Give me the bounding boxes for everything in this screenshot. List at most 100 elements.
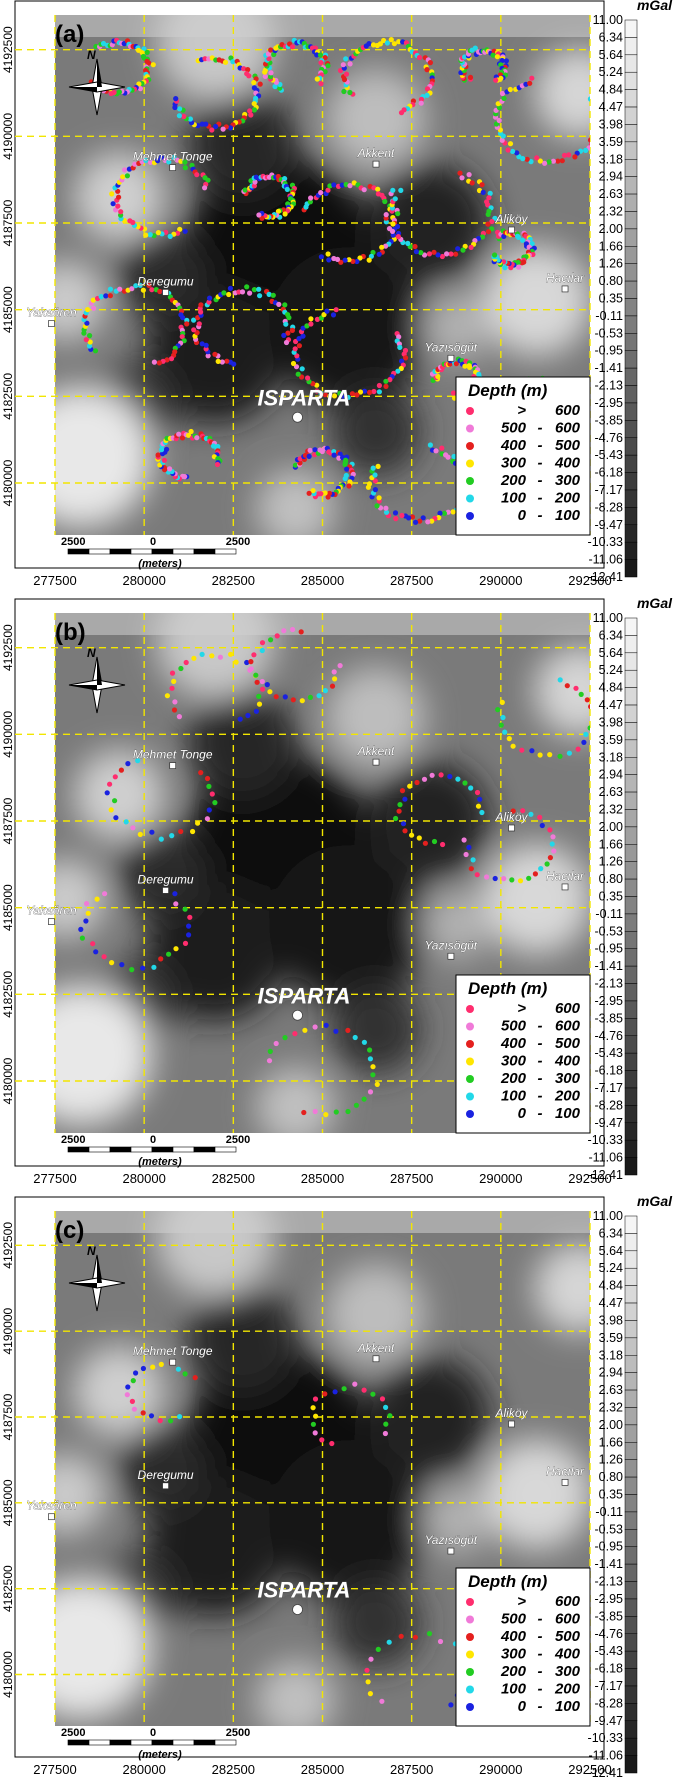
solution-point <box>542 160 548 166</box>
solution-point <box>127 218 133 224</box>
legend-box <box>455 1567 591 1727</box>
solution-point <box>361 187 367 193</box>
solution-point <box>366 257 372 263</box>
solution-point <box>516 154 522 160</box>
panel-a: Mehmet Tonge Akkent Aliköy Deregumu Hacılar Y… <box>1 0 673 588</box>
solution-point <box>226 291 232 298</box>
colorbar-label: 3.59 <box>599 1331 623 1345</box>
colorbar-step <box>624 652 638 671</box>
solution-point <box>343 181 349 188</box>
scale-segment <box>172 548 195 555</box>
legend-from: > <box>517 402 526 419</box>
solution-point <box>505 147 511 153</box>
solution-point <box>206 807 212 813</box>
solution-point <box>325 187 331 193</box>
legend-to: 100 <box>555 1698 581 1715</box>
solution-point <box>377 41 383 47</box>
colorbar-step <box>624 507 638 526</box>
solution-point <box>566 750 573 756</box>
colorbar-label: 11.00 <box>593 13 623 27</box>
colorbar-step <box>624 983 638 1002</box>
scale-label: 0 <box>150 1134 156 1146</box>
solution-point <box>179 435 186 441</box>
legend-dash: - <box>538 1070 543 1087</box>
solution-point <box>493 121 500 127</box>
solution-point <box>347 183 353 189</box>
solution-point <box>588 704 590 710</box>
solution-point <box>375 1646 381 1652</box>
solution-point <box>140 1410 146 1416</box>
solution-point <box>537 752 543 758</box>
solution-point <box>107 781 113 787</box>
solution-point <box>144 49 150 56</box>
place-marker <box>162 887 169 894</box>
place-marker <box>48 918 55 925</box>
y-tick-label: 4187500 <box>1 199 15 246</box>
solution-point <box>237 716 243 722</box>
solution-point <box>453 361 459 367</box>
solution-point <box>366 481 373 487</box>
field-patch <box>55 1578 152 1719</box>
field-patch <box>55 859 106 939</box>
field-patch <box>481 844 590 954</box>
solution-point <box>271 51 277 58</box>
solution-point <box>292 346 298 352</box>
legend-swatch <box>466 1598 474 1606</box>
field-patch <box>255 1660 336 1726</box>
solution-point <box>140 965 146 971</box>
solution-point <box>202 185 208 191</box>
solution-point <box>322 1391 328 1397</box>
solution-point <box>361 1387 367 1393</box>
solution-point <box>395 211 401 217</box>
legend-to: 300 <box>555 472 581 489</box>
scale-segment <box>109 1146 132 1153</box>
scale-segment <box>172 1739 195 1746</box>
solution-point <box>372 472 378 478</box>
colorbar-step <box>624 896 638 915</box>
solution-point <box>455 776 461 782</box>
colorbar-step <box>624 1476 638 1495</box>
solution-point <box>129 286 135 292</box>
solution-point <box>282 211 288 217</box>
map-top-band <box>55 1211 590 1233</box>
solution-point <box>526 875 532 881</box>
solution-point <box>313 1413 319 1419</box>
solution-point <box>480 189 486 195</box>
solution-point <box>312 447 318 453</box>
solution-point <box>520 808 526 814</box>
place-label: Mehmet Tonge <box>133 1344 213 1358</box>
place-marker <box>169 1358 177 1366</box>
solution-point <box>327 183 333 189</box>
solution-point <box>547 752 553 758</box>
places: Mehmet Tonge Akkent Aliköy Deregumu Hacılar Y… <box>26 744 585 1021</box>
solution-point <box>357 389 364 395</box>
solution-point <box>245 712 251 719</box>
solution-point <box>259 647 265 654</box>
place-marker <box>447 354 455 362</box>
solution-point <box>450 390 457 396</box>
solution-point <box>495 101 501 107</box>
scale-segment <box>109 1739 132 1746</box>
solution-point <box>140 287 146 293</box>
solution-point <box>186 923 192 929</box>
colorbar-step <box>624 1139 638 1158</box>
scale-segment <box>88 1146 111 1153</box>
solution-point <box>182 228 188 234</box>
solution-point <box>469 180 475 186</box>
legend-to: 600 <box>555 1018 581 1035</box>
place-label: Deregumu <box>138 274 194 288</box>
place-marker <box>508 226 515 234</box>
north-label: N <box>87 1244 96 1258</box>
solution-point <box>86 343 93 349</box>
legend-swatch <box>466 1110 474 1118</box>
colorbar-step <box>624 913 638 932</box>
solution-point <box>438 772 444 778</box>
solution-point <box>437 510 443 516</box>
solution-point <box>167 233 173 239</box>
map-top-band <box>55 613 590 635</box>
place-label: Yazısögüt <box>425 938 478 952</box>
solution-point <box>537 158 543 164</box>
field-patch <box>534 48 590 138</box>
solution-point <box>383 509 390 515</box>
solution-point <box>347 61 353 67</box>
